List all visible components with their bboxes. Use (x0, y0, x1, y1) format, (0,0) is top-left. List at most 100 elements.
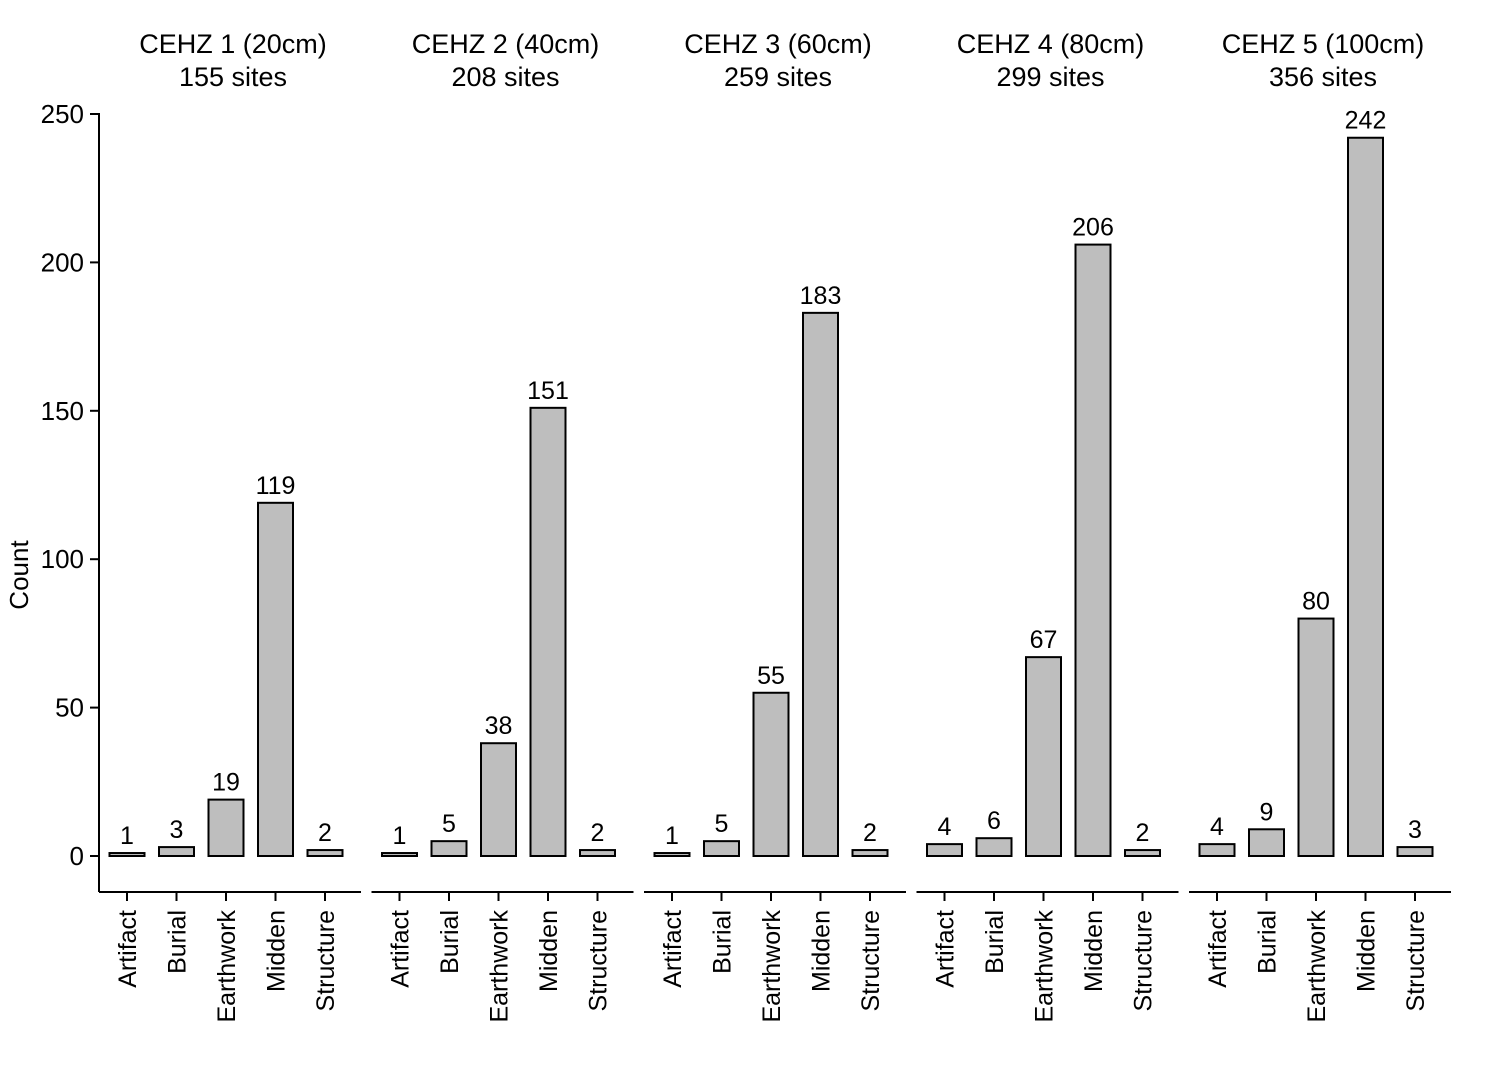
y-tick-label: 250 (41, 99, 84, 129)
bar (1025, 656, 1062, 857)
panel-subtitle: 208 sites (451, 62, 559, 92)
bar (381, 852, 418, 857)
bar (108, 852, 146, 857)
bar (430, 840, 468, 857)
bar (703, 840, 740, 857)
panel-title: CEHZ 5 (100cm) (1222, 29, 1425, 59)
panel-title: CEHZ 2 (40cm) (412, 29, 600, 59)
bar (579, 849, 616, 858)
bar (653, 852, 691, 857)
bar-value-label: 1 (393, 822, 407, 850)
category-label: Burial (981, 910, 1009, 974)
category-label: Midden (263, 910, 291, 992)
bar (1198, 843, 1236, 857)
panel-title: CEHZ 1 (20cm) (139, 29, 327, 59)
bar (802, 311, 839, 857)
panels: CEHZ 1 (20cm)155 sites1Artifact3Burial19… (99, 29, 1451, 1023)
bar-value-label: 3 (1408, 816, 1422, 844)
panel-3: CEHZ 3 (60cm)259 sites 1 Artifact 5 Burial 55… (644, 29, 906, 1023)
category-label: Midden (1080, 910, 1108, 992)
category-label: Burial (164, 910, 192, 974)
category-label: Earthwork (1031, 910, 1059, 1023)
panel-subtitle: 259 sites (724, 62, 832, 92)
bar-value-label: 9 (1260, 798, 1274, 826)
bar-value-label: 3 (170, 816, 184, 844)
bar (1347, 136, 1384, 857)
bar (1396, 846, 1434, 858)
category-label: Midden (535, 910, 563, 992)
category-label: Burial (709, 910, 737, 974)
bar-value-label: 4 (938, 813, 952, 841)
bar-value-label: 67 (1030, 626, 1058, 654)
bar-value-label: 4 (1210, 813, 1224, 841)
category-label: Earthwork (486, 910, 514, 1023)
category-label: Midden (808, 910, 836, 992)
bar (306, 849, 344, 858)
bar (1074, 243, 1112, 858)
category-label: Structure (857, 910, 885, 1011)
category-label: Earthwork (758, 910, 786, 1023)
bar-value-label: 6 (987, 807, 1001, 835)
bar-value-label: 183 (800, 282, 842, 310)
bar (1124, 849, 1161, 858)
category-label: Artifact (387, 910, 415, 988)
panel-title: CEHZ 3 (60cm) (684, 29, 872, 59)
category-label: Artifact (659, 910, 687, 988)
category-label: Earthwork (1303, 910, 1331, 1023)
category-label: Structure (1130, 910, 1158, 1011)
y-axis-label: Count (4, 540, 34, 610)
panel-1: CEHZ 1 (20cm)155 sites 1 Artifact 3 Burial 19… (99, 29, 361, 1023)
bar-value-label: 2 (318, 819, 332, 847)
bar (1297, 617, 1335, 857)
bar-value-label: 5 (442, 810, 456, 838)
bar-value-label: 119 (256, 472, 296, 500)
bar-value-label: 55 (757, 662, 785, 690)
panel-subtitle: 356 sites (1269, 62, 1377, 92)
bar-value-label: 2 (863, 819, 877, 847)
bar-value-label: 242 (1345, 107, 1387, 135)
bar-value-label: 151 (527, 377, 569, 405)
bar (480, 742, 517, 857)
bar (158, 846, 195, 858)
bar-value-label: 80 (1302, 588, 1330, 616)
category-label: Structure (312, 910, 340, 1011)
y-axis: 0 50 100 150 200 250 (41, 99, 100, 892)
bar-value-label: 206 (1072, 214, 1114, 242)
bar (926, 843, 963, 857)
bar-value-label: 1 (120, 822, 134, 850)
category-label: Midden (1353, 910, 1381, 992)
category-label: Earthwork (213, 910, 241, 1023)
panel-title: CEHZ 4 (80cm) (957, 29, 1145, 59)
y-tick-label: 100 (41, 544, 84, 574)
panel-4: CEHZ 4 (80cm)299 sites 4 Artifact 6 Burial 67… (916, 29, 1179, 1023)
y-tick-label: 50 (55, 693, 84, 723)
category-label: Artifact (932, 910, 960, 988)
bar-value-label: 19 (212, 769, 240, 797)
bar-value-label: 2 (591, 819, 605, 847)
category-label: Structure (585, 910, 613, 1011)
panel-subtitle: 299 sites (996, 62, 1104, 92)
bar (257, 501, 294, 857)
category-label: Artifact (114, 910, 142, 988)
bar-value-label: 1 (665, 822, 679, 850)
panel-subtitle: 155 sites (179, 62, 287, 92)
y-tick-label: 150 (41, 396, 84, 426)
bar-value-label: 5 (715, 810, 729, 838)
category-label: Burial (1254, 910, 1282, 974)
bar (752, 691, 790, 858)
bar (1248, 828, 1285, 858)
panel-2: CEHZ 2 (40cm)208 sites 1 Artifact 5 Burial 38… (371, 29, 634, 1023)
category-label: Artifact (1204, 910, 1232, 988)
category-label: Structure (1402, 910, 1430, 1011)
bar (207, 798, 245, 857)
y-tick-label: 0 (70, 841, 84, 871)
y-tick-label: 200 (41, 247, 84, 277)
bar (529, 406, 567, 857)
bar-value-label: 2 (1136, 819, 1150, 847)
panel-5: CEHZ 5 (100cm)356 sites 4 Artifact 9 Burial 8… (1189, 29, 1451, 1023)
bar (851, 849, 889, 858)
bar-value-label: 38 (485, 712, 513, 740)
category-label: Burial (436, 910, 464, 974)
bar (975, 837, 1013, 858)
